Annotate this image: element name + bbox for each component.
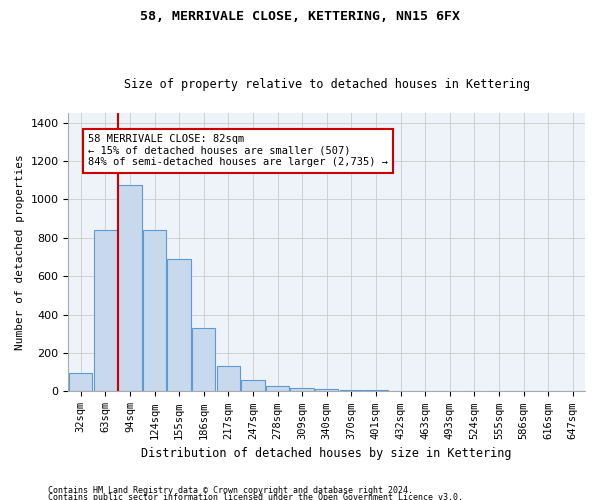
Bar	[340, 390, 363, 392]
Text: 58 MERRIVALE CLOSE: 82sqm
← 15% of detached houses are smaller (507)
84% of semi: 58 MERRIVALE CLOSE: 82sqm ← 15% of detac…	[88, 134, 388, 168]
Text: Contains public sector information licensed under the Open Government Licence v3: Contains public sector information licen…	[48, 494, 463, 500]
Title: Size of property relative to detached houses in Kettering: Size of property relative to detached ho…	[124, 78, 530, 91]
Bar	[241, 380, 265, 392]
Bar	[69, 373, 92, 392]
Bar	[290, 388, 314, 392]
Bar	[266, 386, 289, 392]
Bar	[118, 185, 142, 392]
Bar	[217, 366, 240, 392]
Bar	[315, 388, 338, 392]
Y-axis label: Number of detached properties: Number of detached properties	[15, 154, 25, 350]
Bar	[143, 230, 166, 392]
X-axis label: Distribution of detached houses by size in Kettering: Distribution of detached houses by size …	[142, 447, 512, 460]
Bar	[364, 390, 388, 392]
Bar	[192, 328, 215, 392]
Bar	[94, 230, 117, 392]
Text: Contains HM Land Registry data © Crown copyright and database right 2024.: Contains HM Land Registry data © Crown c…	[48, 486, 413, 495]
Bar	[167, 259, 191, 392]
Text: 58, MERRIVALE CLOSE, KETTERING, NN15 6FX: 58, MERRIVALE CLOSE, KETTERING, NN15 6FX	[140, 10, 460, 23]
